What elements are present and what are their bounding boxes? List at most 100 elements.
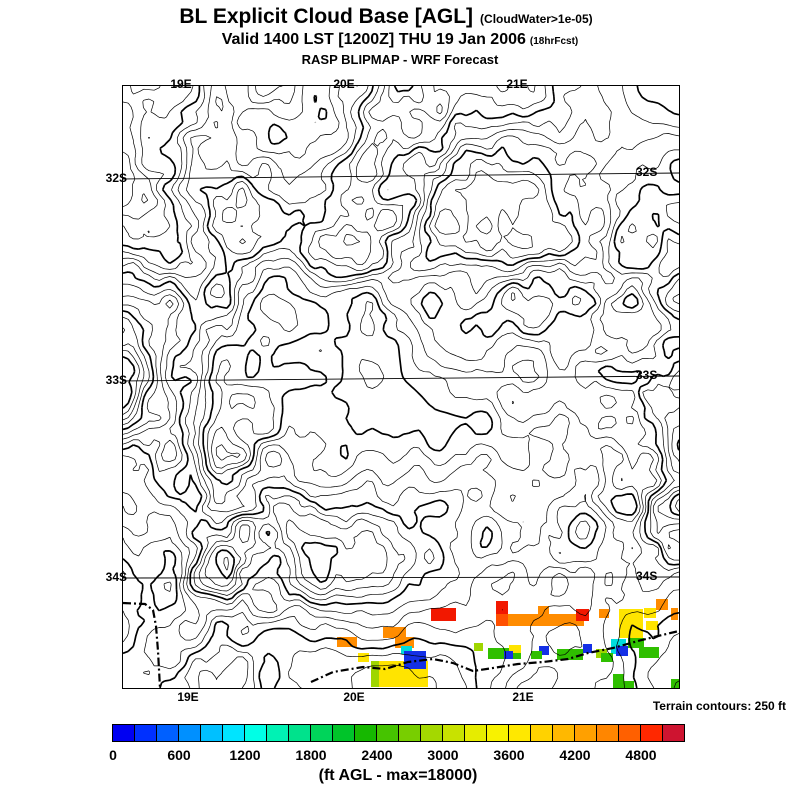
cloud-base-cell bbox=[383, 627, 406, 638]
colorbar-cell bbox=[574, 724, 597, 742]
cloud-base-cell bbox=[531, 651, 542, 659]
model-credit: RASP BLIPMAP - WRF Forecast bbox=[301, 52, 499, 67]
cloud-base-cell bbox=[639, 647, 659, 658]
tick-bottom-21E: 21E bbox=[512, 690, 534, 704]
cloud-base-cell bbox=[601, 653, 613, 662]
colorbar-cell bbox=[156, 724, 179, 742]
terrain-contour-level bbox=[123, 86, 679, 584]
terrain-contour-level bbox=[123, 86, 679, 606]
colorbar-cell bbox=[596, 724, 619, 742]
colorbar-cell bbox=[398, 724, 421, 742]
colorbar-cell bbox=[354, 724, 377, 742]
cloud-base-cell bbox=[539, 646, 549, 655]
colorbar-caption: (ft AGL - max=18000) bbox=[318, 767, 478, 784]
tick-left-32S: 32S bbox=[105, 171, 127, 185]
cloud-base-cell bbox=[628, 638, 644, 648]
cloud-base-cell bbox=[644, 608, 656, 618]
tick-left-33S: 33S bbox=[105, 373, 127, 387]
colorbar-tick-1800: 1800 bbox=[295, 747, 327, 763]
coastline bbox=[123, 601, 162, 688]
cloud-base-cell bbox=[583, 644, 592, 653]
colorbar-cell bbox=[662, 724, 685, 742]
colorbar-cell bbox=[464, 724, 487, 742]
colorbar-cell bbox=[310, 724, 333, 742]
terrain-contour-level bbox=[123, 316, 679, 571]
colorbar-tick-3000: 3000 bbox=[427, 747, 459, 763]
colorbar-tick-0: 0 bbox=[109, 747, 117, 763]
colorbar-cell bbox=[376, 724, 399, 742]
cloud-base-cell bbox=[613, 674, 624, 688]
contour-map bbox=[123, 86, 679, 688]
cloud-base-cell bbox=[599, 609, 609, 618]
terrain-contour-level bbox=[123, 86, 679, 688]
cloud-base-cell bbox=[474, 643, 483, 651]
colorbar-tick-2400: 2400 bbox=[361, 747, 393, 763]
cloud-base-cell bbox=[496, 601, 508, 614]
tick-top-19E: 19E bbox=[170, 77, 192, 91]
cloud-base-cell bbox=[619, 609, 643, 638]
cloud-base-cell bbox=[401, 646, 412, 654]
tick-top-21E: 21E bbox=[506, 77, 528, 91]
terrain-contour-level bbox=[123, 86, 679, 688]
terrain-contour-level bbox=[123, 327, 145, 421]
page-title: BL Explicit Cloud Base [AGL] bbox=[179, 5, 474, 28]
terrain-contour-level bbox=[123, 349, 140, 415]
colorbar-cell bbox=[200, 724, 223, 742]
cloud-base-cell bbox=[371, 661, 381, 687]
colorbar-cell bbox=[508, 724, 531, 742]
tick-bottom-20E: 20E bbox=[343, 690, 365, 704]
tick-right-34S: 34S bbox=[636, 569, 658, 583]
title-qualifier: (CloudWater>1e-05) bbox=[480, 12, 593, 26]
cloud-base-cell bbox=[358, 653, 369, 662]
cloud-base-cell bbox=[431, 608, 456, 621]
latitude-line bbox=[123, 576, 679, 579]
colorbar-cell bbox=[486, 724, 509, 742]
title-line: BL Explicit Cloud Base [AGL] (CloudWater>… bbox=[0, 5, 786, 29]
colorbar-tick-4800: 4800 bbox=[625, 747, 657, 763]
colorbar-tick-600: 600 bbox=[167, 747, 191, 763]
cloud-base-cell bbox=[671, 679, 679, 688]
cloud-base-cell bbox=[404, 651, 426, 669]
latitude-line bbox=[123, 375, 679, 382]
cloud-base-cell bbox=[509, 645, 521, 653]
terrain-contour-level bbox=[123, 151, 493, 461]
terrain-contour-level bbox=[123, 356, 136, 409]
colorbar-tick-4200: 4200 bbox=[559, 747, 591, 763]
tick-right-33S: 33S bbox=[636, 368, 658, 382]
colorbar-tick-1200: 1200 bbox=[229, 747, 261, 763]
terrain-contour-level bbox=[123, 86, 679, 688]
colorbar-tick-3600: 3600 bbox=[493, 747, 525, 763]
tick-bottom-19E: 19E bbox=[177, 690, 199, 704]
cloud-base-cell bbox=[508, 614, 584, 626]
colorbar-cell bbox=[222, 724, 245, 742]
cloud-base-cell bbox=[623, 681, 634, 688]
colorbar-cell bbox=[420, 724, 443, 742]
colorbar-cell bbox=[244, 724, 267, 742]
map-frame bbox=[122, 85, 680, 689]
terrain-contour-level bbox=[123, 86, 679, 601]
colorbar-cell bbox=[552, 724, 575, 742]
colorbar-cell bbox=[618, 724, 641, 742]
colorbar-cell bbox=[134, 724, 157, 742]
colorbar-cell bbox=[530, 724, 553, 742]
cloud-base-cell bbox=[557, 649, 583, 660]
cloud-base-cell bbox=[646, 621, 658, 630]
colorbar-cell bbox=[640, 724, 663, 742]
colorbar-cell bbox=[112, 724, 135, 742]
coastline bbox=[310, 629, 679, 684]
terrain-contour-level bbox=[123, 86, 679, 688]
colorbar bbox=[112, 724, 685, 742]
terrain-contour-level bbox=[123, 86, 679, 688]
valid-time: Valid 1400 LST [1200Z] THU 19 Jan 2006 bbox=[221, 31, 526, 48]
colorbar-cell bbox=[332, 724, 355, 742]
colorbar-cell bbox=[288, 724, 311, 742]
cloud-base-cell bbox=[504, 651, 513, 659]
title-block: BL Explicit Cloud Base [AGL] (CloudWater>… bbox=[0, 5, 800, 67]
terrain-contour-level bbox=[123, 86, 679, 596]
terrain-contour-level bbox=[123, 86, 679, 688]
colorbar-cell bbox=[266, 724, 289, 742]
cloud-base-cell bbox=[616, 646, 628, 656]
tick-left-34S: 34S bbox=[105, 570, 127, 584]
cloud-base-cell bbox=[496, 614, 508, 626]
cloud-base-cell bbox=[538, 606, 549, 615]
